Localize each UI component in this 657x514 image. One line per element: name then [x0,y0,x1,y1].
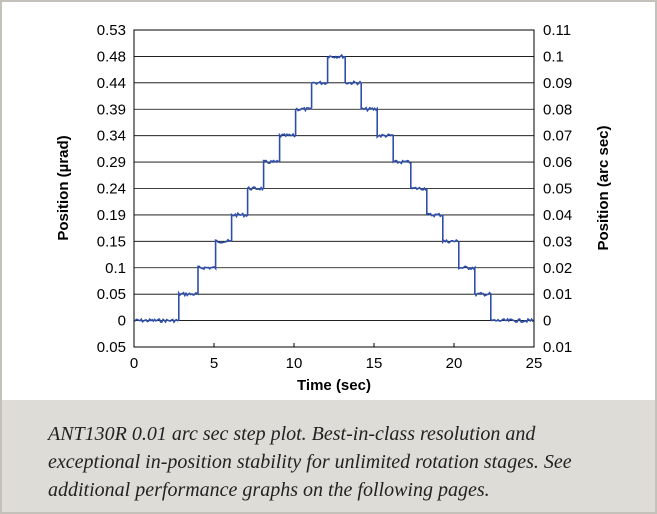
left-y-tick-label: 0.24 [97,181,126,198]
left-y-tick-label: 0.53 [97,22,126,39]
right-y-tick-label: 0.03 [543,233,572,250]
left-y-tick-label: 0.34 [97,128,126,145]
right-y-tick-label: 0.05 [543,181,572,198]
x-tick-label: 20 [446,355,463,372]
x-tick-label: 0 [130,355,138,372]
x-tick-label: 5 [210,355,218,372]
left-y-tick-label: 0.1 [105,260,126,277]
right-y-tick-label: 0.09 [543,75,572,92]
left-y-tick-label: 0.44 [97,75,126,92]
left-y-tick-label: 0.48 [97,48,126,65]
right-y-tick-label: 0.1 [543,48,564,65]
left-y-tick-label: 0.19 [97,207,126,224]
right-y-tick-label: 0.02 [543,260,572,277]
right-y-tick-label: 0.01 [543,339,572,356]
x-axis-title: Time (sec) [297,377,371,394]
x-tick-label: 15 [366,355,383,372]
right-y-tick-label: 0.01 [543,286,572,303]
right-y-axis-ticks: 0.11 0.1 0.09 0.08 0.07 0.06 0.05 0.04 0.03 0.02 0… [543,22,572,356]
left-y-tick-label: 0.05 [97,286,126,303]
figure-caption: ANT130R 0.01 arc sec step plot. Best-in-… [48,423,572,501]
left-y-tick-label: 0.39 [97,101,126,118]
step-plot-chart: 0.530.480.440.390.340.290.240.190.150.10… [55,22,612,394]
left-y-tick-label: 0 [118,313,126,330]
right-y-tick-label: 0.07 [543,128,572,145]
right-y-tick-label: 0.11 [543,22,571,39]
right-y-tick-label: 0 [543,313,551,330]
x-tick-label: 10 [286,355,303,372]
right-y-tick-label: 0.04 [543,207,572,224]
gridlines [134,56,534,321]
x-tick-label: 25 [526,355,543,372]
x-axis-ticks: 0 5 10 15 20 25 [130,343,543,372]
right-y-tick-label: 0.06 [543,154,572,171]
left-y-tick-label: 0.15 [97,233,126,250]
position-trace-line [133,53,535,324]
left-y-axis-ticks: 0.53 0.48 0.44 0.39 0.34 0.29 0.24 0.19 0.15 0.1 0… [97,22,126,356]
right-y-axis-title: Position (arc sec) [595,125,612,250]
left-y-tick-label: 0.29 [97,154,126,171]
right-y-tick-label: 0.08 [543,101,572,118]
plot-frame [133,29,535,348]
caption-box: ANT130R 0.01 arc sec step plot. Best-in-… [2,400,655,512]
left-y-axis-title: Position (µrad) [55,135,72,240]
left-y-tick-label: 0.05 [97,339,126,356]
